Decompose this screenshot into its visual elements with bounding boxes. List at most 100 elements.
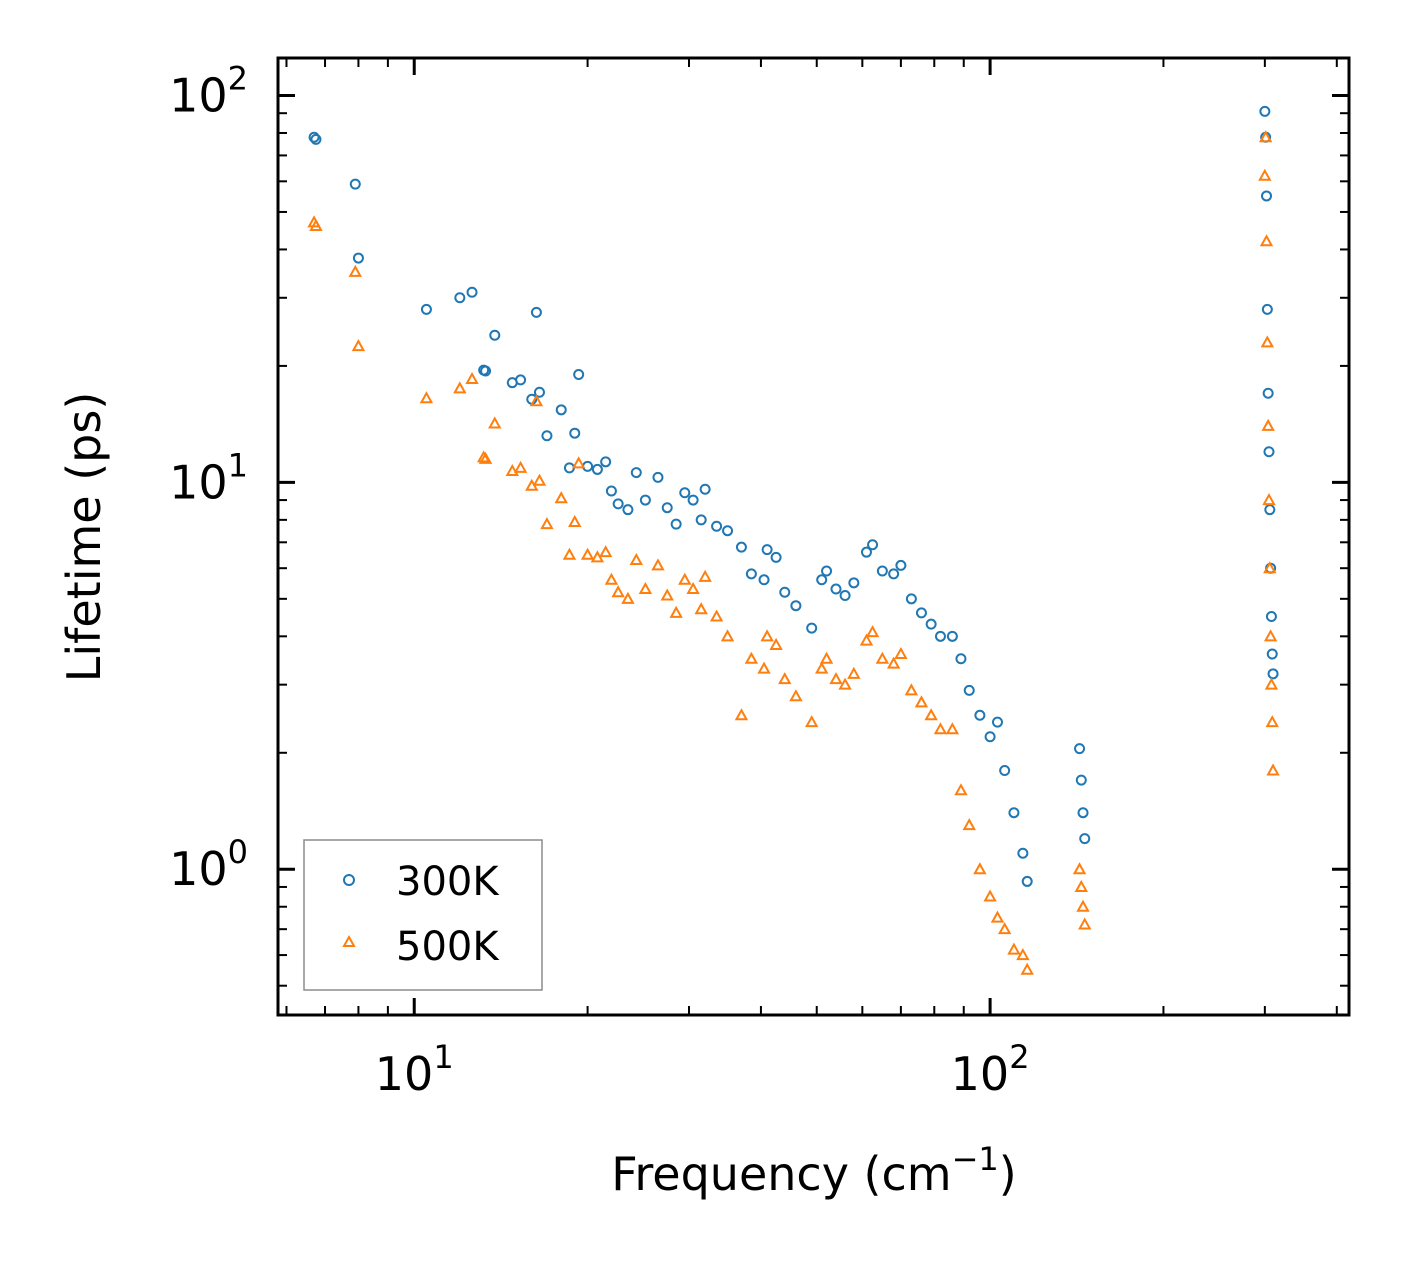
data-point-300k <box>1266 648 1278 660</box>
data-point-500k <box>621 591 635 604</box>
data-point-500k <box>348 264 362 277</box>
x-tick-label: 102 <box>951 1038 1030 1101</box>
data-point-300k <box>925 618 937 630</box>
data-point-300k <box>480 365 492 377</box>
data-point-300k <box>1017 847 1029 859</box>
data-point-500k <box>694 602 708 615</box>
data-point-300k <box>770 551 782 563</box>
data-point-500k <box>1258 168 1272 181</box>
data-point-500k <box>847 666 861 679</box>
data-point-500k <box>1074 879 1088 892</box>
data-point-300k <box>848 577 860 589</box>
x-tick-label: 101 <box>375 1038 454 1101</box>
data-point-500k <box>814 661 829 674</box>
data-point-500k <box>744 651 759 664</box>
data-point-300k <box>569 427 581 439</box>
tick-labels: 101 102 100 101 102 <box>169 59 1029 1101</box>
data-point-500k <box>990 910 1005 923</box>
data-point-500k <box>1259 234 1274 247</box>
data-point-300k <box>555 404 567 416</box>
data-point-500k <box>1016 948 1030 961</box>
legend-marker-300k <box>343 874 355 886</box>
data-point-300k <box>1263 446 1275 458</box>
data-point-500k <box>529 394 544 407</box>
data-point-300k <box>687 494 699 506</box>
data-point-300k <box>1261 190 1273 202</box>
legend-label-300k: 300K <box>396 859 500 905</box>
data-point-500k <box>598 545 613 558</box>
data-point-300k <box>991 716 1003 728</box>
data-point-500k <box>997 922 1012 935</box>
data-point-500k <box>532 473 547 486</box>
data-point-500k <box>819 651 834 664</box>
y-tick-label: 100 <box>169 833 248 896</box>
data-point-500k <box>611 585 625 598</box>
data-point-300k <box>761 544 773 556</box>
data-point-500k <box>914 695 929 708</box>
data-point-500k <box>309 218 323 231</box>
series-300k <box>308 105 1279 887</box>
data-point-300k <box>420 303 432 315</box>
data-point-300k <box>515 374 527 386</box>
data-point-500k <box>419 391 434 404</box>
data-point-500k <box>865 625 880 638</box>
data-point-300k <box>454 292 466 304</box>
data-point-300k <box>779 586 791 598</box>
data-point-500k <box>945 722 960 735</box>
data-point-300k <box>1075 774 1087 786</box>
data-point-500k <box>1007 942 1021 955</box>
data-point-300k <box>934 630 946 642</box>
data-point-300k <box>1267 668 1279 680</box>
data-point-500k <box>629 552 643 565</box>
data-point-300k <box>661 502 673 514</box>
data-point-500k <box>894 646 908 660</box>
data-point-500k <box>886 656 901 669</box>
data-point-500k <box>1266 763 1280 776</box>
data-point-300k <box>652 471 664 483</box>
data-point-300k <box>1021 875 1033 887</box>
data-point-300k <box>1265 611 1277 623</box>
data-point-500k <box>1260 335 1275 348</box>
data-point-500k <box>904 683 919 696</box>
data-point-500k <box>660 588 674 601</box>
data-point-500k <box>568 514 582 527</box>
data-point-300k <box>533 386 545 398</box>
data-point-500k <box>571 456 586 469</box>
data-point-300k <box>1264 504 1276 516</box>
data-point-300k <box>310 133 322 145</box>
data-point-300k <box>489 329 501 341</box>
y-tick-label: 102 <box>169 59 248 122</box>
data-point-500k <box>769 637 783 650</box>
data-point-500k <box>962 818 976 831</box>
data-point-500k <box>1262 493 1276 506</box>
data-point-300k <box>895 559 907 571</box>
data-point-500k <box>875 651 890 664</box>
data-point-300k <box>639 494 651 506</box>
data-point-300k <box>745 568 757 580</box>
legend-box <box>303 839 543 991</box>
data-point-500k <box>1264 677 1279 690</box>
data-point-500k <box>453 381 467 394</box>
data-point-500k <box>651 558 665 571</box>
data-point-500k <box>778 672 792 685</box>
data-point-500k <box>488 416 502 429</box>
data-point-500k <box>838 677 852 690</box>
data-point-300k <box>591 463 603 475</box>
data-point-300k <box>670 518 682 530</box>
data-point-300k <box>888 568 900 580</box>
data-point-300k <box>466 286 478 298</box>
data-point-500k <box>954 783 968 796</box>
data-point-500k <box>1076 899 1090 912</box>
data-point-300k <box>830 583 842 595</box>
data-point-300k <box>612 498 624 510</box>
data-point-300k <box>308 131 320 143</box>
data-point-300k <box>605 485 617 497</box>
legend-label-500k: 500K <box>396 924 500 970</box>
plot-frame <box>276 56 1351 1017</box>
data-point-300k <box>1261 303 1273 315</box>
x-axis-title: Frequency (cm−1) <box>611 1140 1016 1201</box>
data-point-300k <box>999 764 1011 776</box>
data-point-500k <box>859 633 874 646</box>
data-point-500k <box>698 569 712 582</box>
